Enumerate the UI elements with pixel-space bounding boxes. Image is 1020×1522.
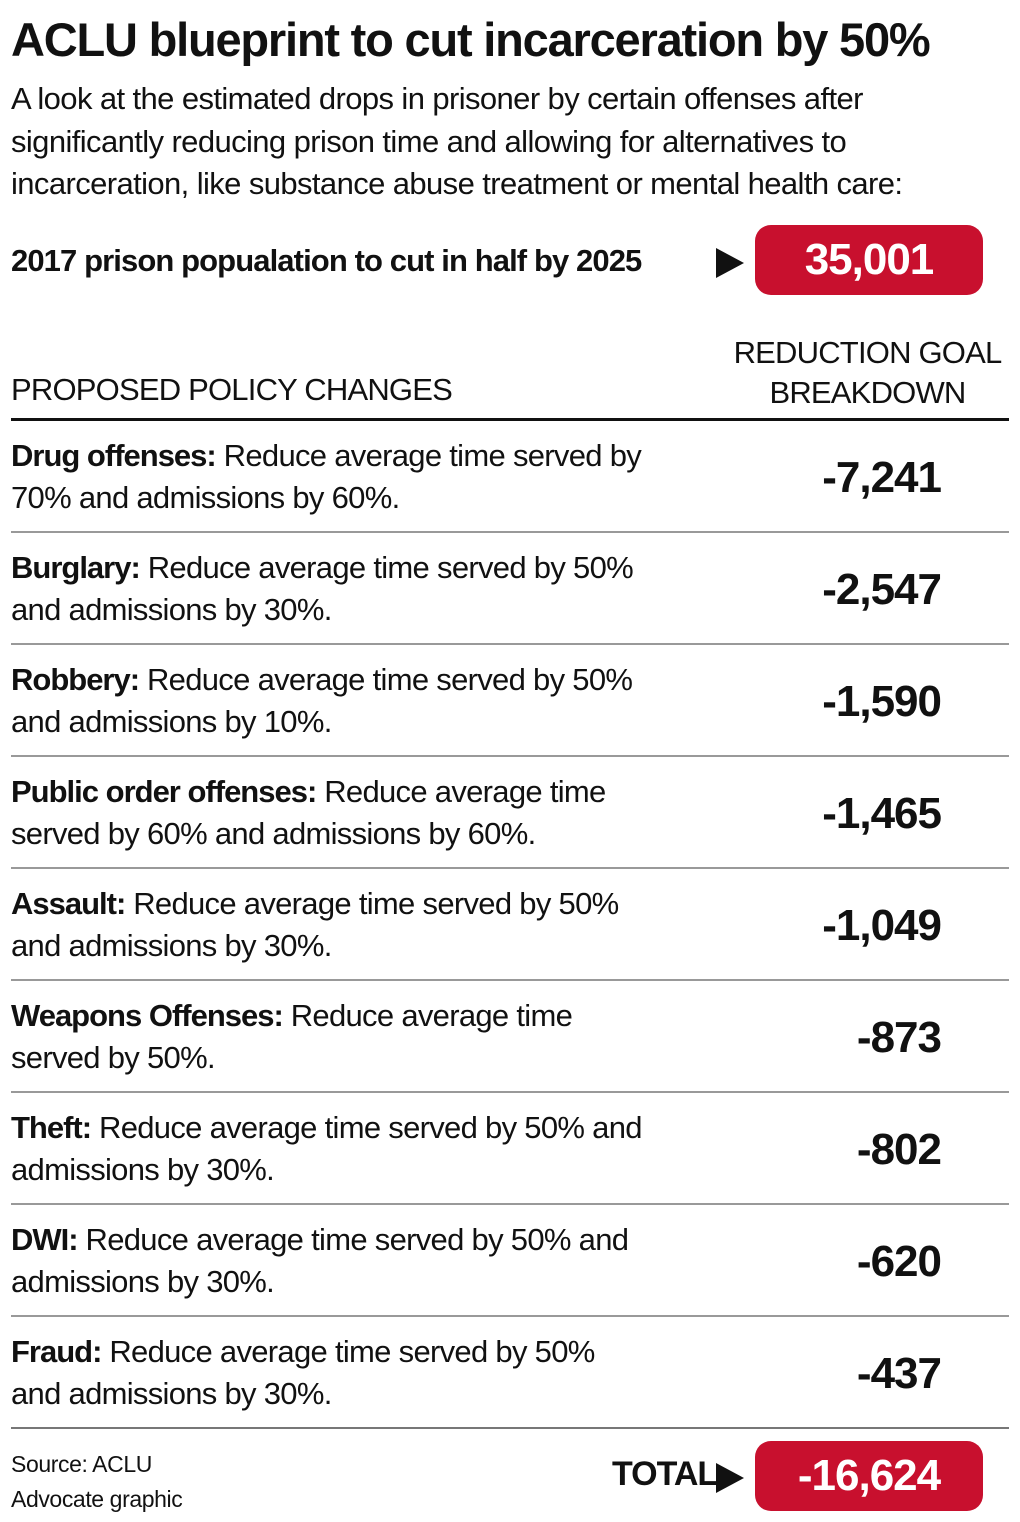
policy-text: Reduce average time served by 60% and ad… xyxy=(11,774,606,851)
policy-description: Drug offenses: Reduce average time serve… xyxy=(11,435,651,519)
reduction-value: -437 xyxy=(856,1349,942,1398)
arrow-right-icon xyxy=(716,248,744,278)
policy-text: Reduce average time served by 50% and ad… xyxy=(11,1222,629,1299)
header-divider xyxy=(11,418,1009,421)
source-text: Source: ACLU xyxy=(11,1451,152,1477)
table-row: Robbery: Reduce average time served by 5… xyxy=(11,645,1009,757)
reduction-value: -873 xyxy=(856,1013,942,1062)
total-badge: -16,624 xyxy=(755,1441,983,1511)
total-label: TOTAL xyxy=(612,1455,718,1493)
page-title: ACLU blueprint to cut incarceration by 5… xyxy=(11,13,931,66)
policy-description: Burglary: Reduce average time served by … xyxy=(11,547,651,631)
source-note: Source: ACLU Advocate graphic xyxy=(11,1447,183,1517)
policy-description: Public order offenses: Reduce average ti… xyxy=(11,771,651,855)
subtitle: A look at the estimated drops in prisone… xyxy=(11,81,903,201)
table-row: Burglary: Reduce average time served by … xyxy=(11,533,1009,645)
banner-label: 2017 prison popualation to cut in half b… xyxy=(11,243,642,278)
policy-text: Reduce average time served by 70% and ad… xyxy=(11,438,642,515)
table-row: Theft: Reduce average time served by 50%… xyxy=(11,1093,1009,1205)
table-row: Drug offenses: Reduce average time serve… xyxy=(11,421,1009,533)
column-header-policy: PROPOSED POLICY CHANGES xyxy=(11,372,453,407)
reduction-value: -620 xyxy=(856,1237,942,1286)
offense-name: Theft: xyxy=(11,1110,92,1145)
reduction-value: -2,547 xyxy=(822,565,942,614)
policy-text: Reduce average time served by 50%. xyxy=(11,998,573,1075)
table-row: Weapons Offenses: Reduce average time se… xyxy=(11,981,1009,1093)
policy-text: Reduce average time served by 50% and ad… xyxy=(11,550,634,627)
table-row: Public order offenses: Reduce average ti… xyxy=(11,757,1009,869)
policy-description: Fraud: Reduce average time served by 50%… xyxy=(11,1331,651,1415)
offense-name: DWI: xyxy=(11,1222,79,1257)
reduction-value: -1,590 xyxy=(822,677,942,726)
offense-name: Drug offenses: xyxy=(11,438,217,473)
reduction-value: -7,241 xyxy=(822,453,942,502)
offense-name: Public order offenses: xyxy=(11,774,317,809)
policy-text: Reduce average time served by 50% and ad… xyxy=(11,1110,642,1187)
offense-name: Fraud: xyxy=(11,1334,102,1369)
offense-name: Robbery: xyxy=(11,662,140,697)
policy-description: Weapons Offenses: Reduce average time se… xyxy=(11,995,651,1079)
offense-name: Burglary: xyxy=(11,550,141,585)
policy-description: DWI: Reduce average time served by 50% a… xyxy=(11,1219,651,1303)
table-row: Assault: Reduce average time served by 5… xyxy=(11,869,1009,981)
table-row: DWI: Reduce average time served by 50% a… xyxy=(11,1205,1009,1317)
reduction-value: -1,049 xyxy=(822,901,942,950)
population-badge: 35,001 xyxy=(755,225,983,295)
policy-text: Reduce average time served by 50% and ad… xyxy=(11,662,633,739)
policy-text: Reduce average time served by 50% and ad… xyxy=(11,1334,595,1411)
credit-text: Advocate graphic xyxy=(11,1486,183,1512)
policy-description: Robbery: Reduce average time served by 5… xyxy=(11,659,651,743)
policy-text: Reduce average time served by 50% and ad… xyxy=(11,886,619,963)
policy-description: Theft: Reduce average time served by 50%… xyxy=(11,1107,651,1191)
arrow-right-icon xyxy=(716,1463,744,1493)
reduction-value: -1,465 xyxy=(822,789,942,838)
table-row: Fraud: Reduce average time served by 50%… xyxy=(11,1317,1009,1429)
reduction-value: -802 xyxy=(856,1125,942,1174)
column-header-reduction: REDUCTION GOAL BREAKDOWN xyxy=(733,335,1003,410)
policy-table: Drug offenses: Reduce average time serve… xyxy=(11,421,1009,1429)
offense-name: Assault: xyxy=(11,886,126,921)
policy-description: Assault: Reduce average time served by 5… xyxy=(11,883,651,967)
offense-name: Weapons Offenses: xyxy=(11,998,284,1033)
